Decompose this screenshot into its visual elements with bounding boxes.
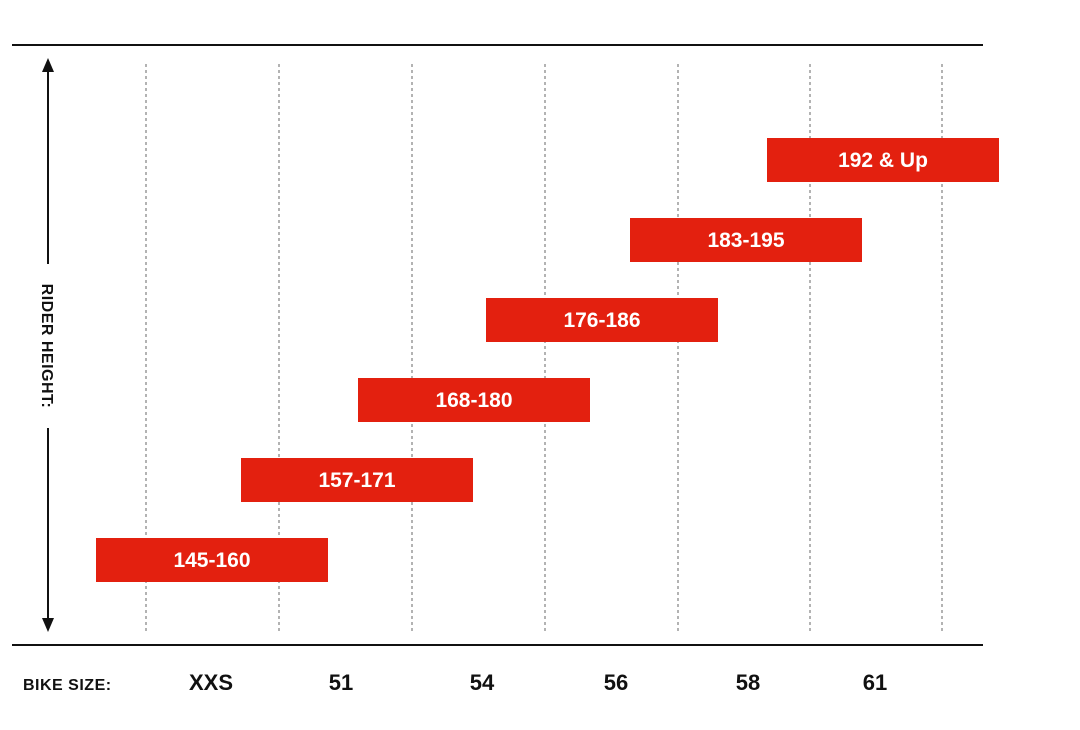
y-axis-title: RIDER HEIGHT:	[38, 284, 55, 409]
arrow-down-icon	[42, 618, 54, 632]
bar-label-XXS: 145-160	[173, 549, 250, 572]
size-label-56: 56	[604, 670, 628, 695]
bar-54	[358, 378, 590, 422]
grid-lines	[145, 64, 943, 632]
bar-label-54: 168-180	[435, 389, 512, 412]
size-label-51: 51	[329, 670, 353, 695]
size-label-61: 61	[863, 670, 887, 695]
x-axis-title: BIKE SIZE:	[23, 677, 112, 694]
bar-58	[630, 218, 862, 262]
y-axis-arrow	[42, 58, 54, 632]
bar-61	[767, 138, 999, 182]
arrow-up-icon	[42, 58, 54, 72]
bar-56	[486, 298, 718, 342]
bar-51	[241, 458, 473, 502]
bar-label-61: 192 & Up	[838, 149, 928, 172]
bar-XXS	[96, 538, 328, 582]
bar-label-58: 183-195	[707, 229, 784, 252]
bar-label-51: 157-171	[318, 469, 395, 492]
size-labels: XXS 51 54 56 58 61	[189, 670, 887, 695]
bar-label-56: 176-186	[563, 309, 640, 332]
size-label-54: 54	[470, 670, 495, 695]
size-label-XXS: XXS	[189, 670, 233, 695]
size-label-58: 58	[736, 670, 760, 695]
bars: 145-160 157-171 168-180 176-186 183-195 192 &…	[96, 138, 999, 582]
